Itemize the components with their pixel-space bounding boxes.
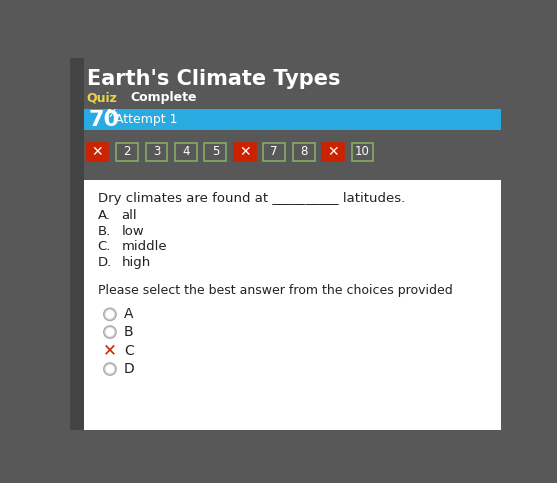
Text: D: D: [124, 362, 135, 376]
Text: B.: B.: [97, 225, 111, 238]
Text: Dry climates are found at __________ latitudes.: Dry climates are found at __________ lat…: [97, 192, 405, 205]
Circle shape: [106, 365, 114, 373]
Text: 10: 10: [355, 145, 370, 158]
Text: 8: 8: [300, 145, 307, 158]
Text: ✕: ✕: [239, 145, 251, 159]
Circle shape: [106, 328, 114, 336]
Text: ✕: ✕: [328, 145, 339, 159]
Circle shape: [104, 308, 116, 321]
Text: Complete: Complete: [130, 91, 197, 104]
Text: low: low: [121, 225, 144, 238]
Text: 70: 70: [88, 110, 119, 129]
FancyBboxPatch shape: [175, 142, 197, 161]
Text: D.: D.: [97, 256, 112, 269]
Text: middle: middle: [121, 240, 167, 253]
FancyBboxPatch shape: [323, 142, 344, 161]
Text: 2: 2: [123, 145, 131, 158]
FancyBboxPatch shape: [204, 142, 226, 161]
Text: all: all: [121, 209, 137, 222]
Text: 3: 3: [153, 145, 160, 158]
Text: Attempt 1: Attempt 1: [115, 113, 177, 126]
FancyBboxPatch shape: [116, 142, 138, 161]
Text: C: C: [124, 343, 134, 357]
FancyBboxPatch shape: [234, 142, 256, 161]
FancyBboxPatch shape: [84, 180, 501, 430]
FancyBboxPatch shape: [293, 142, 315, 161]
Text: 7: 7: [271, 145, 278, 158]
Circle shape: [104, 326, 116, 338]
Text: Quiz: Quiz: [87, 91, 118, 104]
FancyBboxPatch shape: [351, 142, 373, 161]
FancyBboxPatch shape: [70, 58, 84, 430]
Text: A: A: [124, 307, 133, 321]
Text: B: B: [124, 325, 134, 339]
Text: C.: C.: [97, 240, 111, 253]
Text: ✕: ✕: [103, 341, 117, 359]
Text: A.: A.: [97, 209, 110, 222]
Text: %: %: [107, 109, 118, 119]
FancyBboxPatch shape: [145, 142, 167, 161]
Circle shape: [104, 363, 116, 375]
Text: high: high: [121, 256, 151, 269]
Circle shape: [106, 310, 114, 319]
Text: Earth's Climate Types: Earth's Climate Types: [87, 69, 340, 89]
Text: ✕: ✕: [92, 145, 104, 159]
Text: Please select the best answer from the choices provided: Please select the best answer from the c…: [97, 284, 452, 297]
FancyBboxPatch shape: [263, 142, 285, 161]
Text: 4: 4: [182, 145, 189, 158]
FancyBboxPatch shape: [84, 109, 501, 130]
FancyBboxPatch shape: [87, 142, 109, 161]
Text: 5: 5: [212, 145, 219, 158]
